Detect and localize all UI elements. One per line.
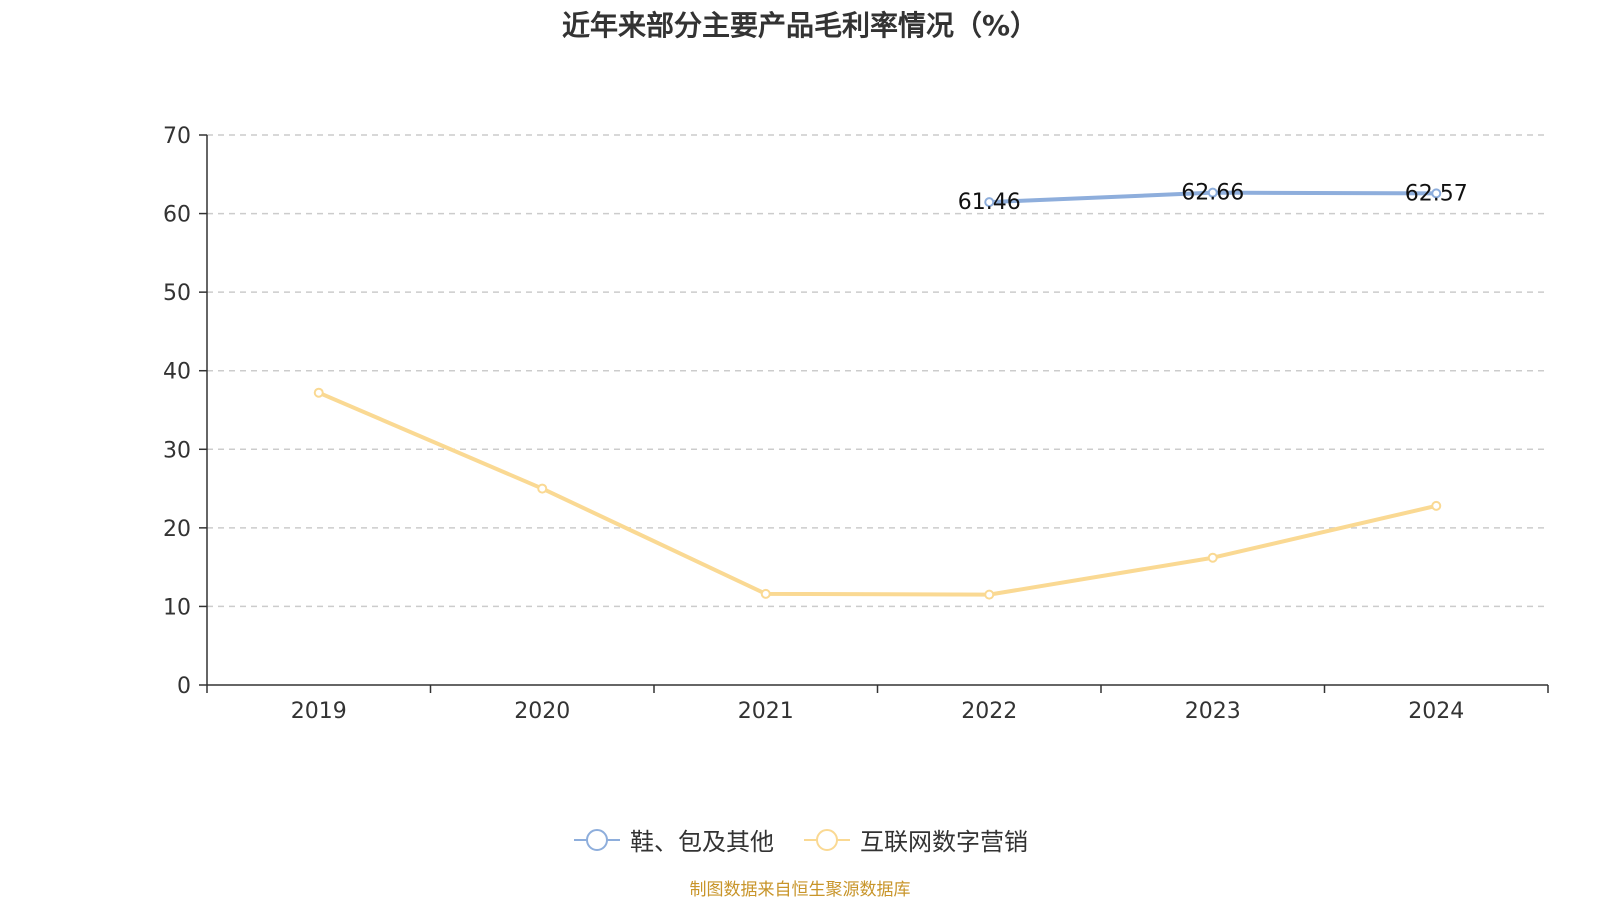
- legend-circle: [586, 828, 608, 851]
- y-tick-label: 0: [177, 674, 191, 699]
- series-lines: [313, 187, 1442, 600]
- legend-circle: [816, 828, 838, 851]
- y-tick-label: 60: [163, 203, 191, 228]
- data-point: [1207, 187, 1218, 198]
- data-point: [1207, 552, 1218, 563]
- x-tick-label: 2020: [514, 699, 570, 724]
- x-tick-label: 2022: [961, 699, 1017, 724]
- legend: 鞋、包及其他 互联网数字营销: [0, 822, 1600, 857]
- data-point: [537, 483, 548, 494]
- y-tick-label: 50: [163, 281, 191, 306]
- x-tick-label: 2024: [1408, 699, 1464, 724]
- y-tick-label: 40: [163, 360, 191, 385]
- data-labels: 61.46 62.66 62.57: [958, 181, 1468, 215]
- data-point: [1431, 500, 1442, 511]
- source-note: 制图数据来自恒生聚源数据库: [689, 880, 911, 900]
- x-tick-label: 2019: [291, 699, 347, 724]
- legend-marker-icon: [804, 828, 850, 851]
- legend-item[interactable]: 互联网数字营销: [802, 822, 1028, 857]
- axes: 0 10 20 30 40 50 60 70 2019 2020 2021 2022 2023 2024: [163, 124, 1549, 724]
- chart-title: 近年来部分主要产品毛利率情况（%）: [561, 9, 1039, 42]
- legend-marker-icon: [574, 828, 620, 851]
- data-label: 61.46: [958, 190, 1021, 215]
- y-tick-label: 70: [163, 124, 191, 149]
- data-point: [1431, 188, 1442, 199]
- x-tick-label: 2021: [738, 699, 794, 724]
- data-point: [313, 387, 324, 398]
- legend-label: 鞋、包及其他: [630, 828, 774, 856]
- legend-item[interactable]: 鞋、包及其他: [572, 822, 774, 857]
- y-tick-label: 30: [163, 438, 191, 463]
- grid-lines: [207, 134, 1548, 608]
- y-tick-label: 10: [163, 595, 191, 620]
- data-point: [984, 197, 995, 208]
- x-tick-label: 2023: [1185, 699, 1241, 724]
- data-point: [760, 588, 771, 599]
- data-label: 62.66: [1181, 181, 1244, 206]
- y-tick-label: 20: [163, 517, 191, 542]
- data-point: [984, 589, 995, 600]
- series-line: [317, 390, 1437, 597]
- data-label: 62.57: [1405, 181, 1468, 206]
- legend-label: 互联网数字营销: [860, 828, 1028, 856]
